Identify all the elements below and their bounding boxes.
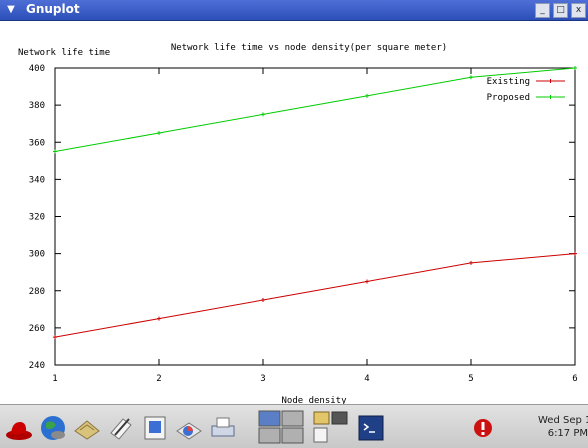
terminal-icon[interactable]	[356, 413, 386, 443]
line-chart: Network life time vs node density(per sq…	[18, 43, 578, 404]
window-menu-icon[interactable]: ▼	[7, 4, 15, 15]
y-tick-label: 320	[29, 213, 45, 223]
y-tick-label: 280	[29, 287, 45, 297]
data-point	[573, 66, 577, 70]
chart-legend: Existing Proposed	[487, 77, 565, 103]
legend-label: Proposed	[487, 93, 530, 103]
gnuplot-canvas: Network life time vs node density(per sq…	[0, 21, 588, 404]
gnome-panel: Wed Sep 1 6:17 PM	[0, 404, 588, 448]
plot-frame	[54, 67, 576, 366]
x-tick-label: 4	[364, 374, 369, 384]
series-line-existing	[54, 253, 576, 338]
window-titlebar[interactable]: ▼ Gnuplot _ □ x	[0, 0, 588, 21]
x-tick-label: 1	[52, 374, 57, 384]
data-point	[365, 93, 369, 98]
legend-marker	[548, 95, 553, 99]
redhat-menu-icon[interactable]	[4, 413, 34, 443]
text-editor-icon[interactable]	[106, 413, 136, 443]
data-point	[157, 130, 161, 135]
x-tick-label: 3	[260, 374, 265, 384]
x-axis-label: Node density	[281, 396, 347, 404]
minimize-icon[interactable]: _	[535, 3, 550, 18]
legend-label: Existing	[487, 77, 530, 87]
data-point	[469, 75, 473, 80]
y-tick-label: 400	[29, 64, 45, 74]
data-point	[53, 149, 57, 154]
data-point	[469, 260, 473, 265]
y-tick-label: 300	[29, 250, 45, 260]
clock-date: Wed Sep 1	[538, 415, 588, 426]
email-icon[interactable]	[72, 413, 102, 443]
y-tick-label: 260	[29, 324, 45, 334]
y-axis-label: Network life time	[18, 48, 110, 58]
file-manager-icon[interactable]	[312, 410, 350, 444]
workspace-switcher-icon[interactable]	[258, 410, 304, 444]
x-tick-label: 2	[156, 374, 161, 384]
maximize-icon[interactable]: □	[553, 3, 568, 18]
chart-title: Network life time vs node density(per sq…	[171, 43, 447, 53]
x-tick-label: 6	[572, 374, 577, 384]
y-tick-label: 240	[29, 361, 45, 371]
data-point	[157, 316, 161, 321]
data-point	[261, 298, 265, 303]
window-title: Gnuplot	[26, 2, 80, 16]
clock-time: 6:17 PM	[547, 428, 588, 439]
spreadsheet-icon[interactable]	[174, 413, 204, 443]
y-tick-label: 340	[29, 175, 45, 185]
x-tick-label: 5	[468, 374, 473, 384]
y-tick-label: 380	[29, 101, 45, 111]
data-point	[573, 251, 577, 256]
y-tick-label: 360	[29, 138, 45, 148]
printer-icon[interactable]	[208, 413, 238, 443]
series-lines	[53, 66, 577, 340]
update-alert-icon[interactable]	[468, 413, 498, 443]
clock[interactable]: Wed Sep 1 6:17 PM	[538, 414, 588, 440]
legend-marker	[548, 79, 553, 83]
data-point	[53, 335, 57, 340]
data-point	[365, 279, 369, 284]
axis-ticks: 240 260 280 300 320 340 360 380 400 1 2 3 4 5 6	[29, 64, 578, 384]
close-icon[interactable]: x	[571, 3, 586, 18]
web-browser-icon[interactable]	[38, 413, 68, 443]
data-point	[261, 112, 265, 117]
presentation-icon[interactable]	[140, 413, 170, 443]
series-line-proposed	[54, 67, 576, 153]
